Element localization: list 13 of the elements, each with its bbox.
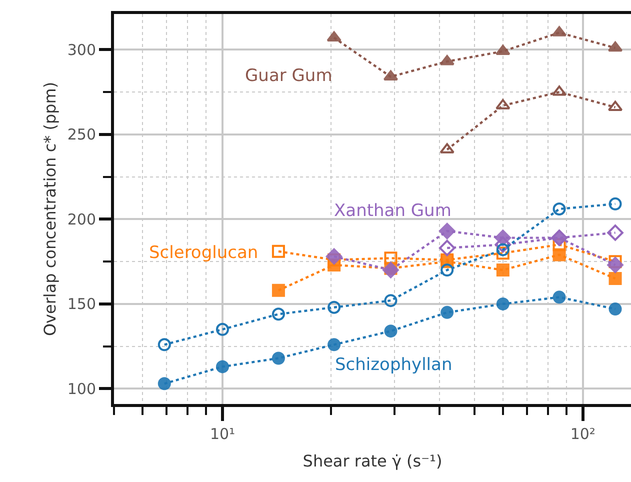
series-label: Guar Gum [245,66,332,86]
x-tick-label: 10¹ [210,425,236,443]
y-tick-label: 250 [67,126,96,144]
x-axis-title: Shear rate γ̇ (s⁻¹) [302,452,442,471]
x-tick-label: 10² [570,425,596,443]
y-axis-title: Overlap concentration c* (ppm) [40,82,60,336]
series-label: Scleroglucan [149,243,258,263]
y-tick-label: 200 [67,210,96,228]
y-tick-label: 150 [67,295,96,314]
y-tick-label: 300 [67,40,96,59]
series-label: Schizophyllan [335,355,452,375]
y-tick-label: 100 [67,380,96,398]
series-label: Xanthan Gum [334,201,452,221]
